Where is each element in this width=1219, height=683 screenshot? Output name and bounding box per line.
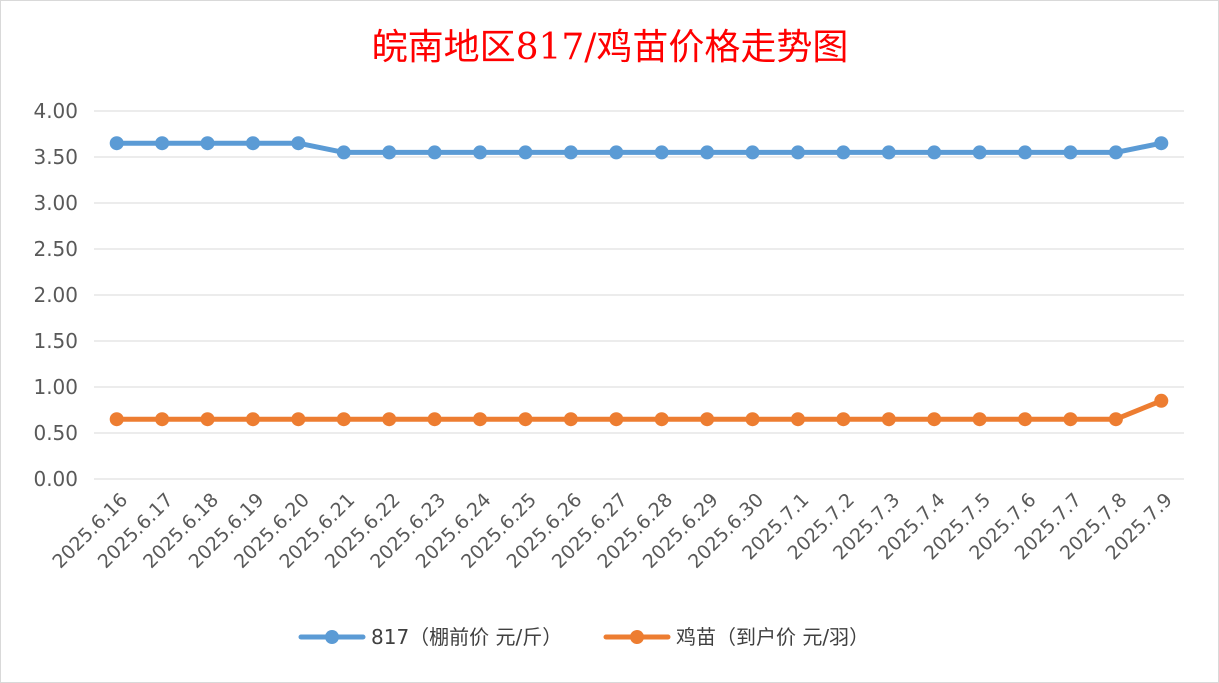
legend-marker bbox=[325, 630, 339, 644]
data-point bbox=[427, 145, 442, 160]
data-point bbox=[881, 412, 896, 427]
data-point bbox=[245, 412, 260, 427]
data-point bbox=[790, 145, 805, 160]
data-point bbox=[881, 145, 896, 160]
data-point bbox=[1154, 393, 1169, 408]
y-tick-label: 2.50 bbox=[33, 237, 78, 261]
data-point bbox=[654, 145, 669, 160]
data-point bbox=[1108, 145, 1123, 160]
data-point bbox=[609, 145, 624, 160]
data-point bbox=[972, 145, 987, 160]
y-tick-label: 1.00 bbox=[33, 375, 78, 399]
data-point bbox=[1108, 412, 1123, 427]
legend-item: 817（棚前价 元/斤） bbox=[298, 625, 562, 649]
data-point bbox=[382, 145, 397, 160]
data-point bbox=[836, 145, 851, 160]
data-point bbox=[518, 145, 533, 160]
data-point bbox=[200, 412, 215, 427]
data-point bbox=[609, 412, 624, 427]
data-point bbox=[427, 412, 442, 427]
y-tick-label: 4.00 bbox=[33, 99, 78, 123]
data-point bbox=[1018, 412, 1033, 427]
data-point bbox=[382, 412, 397, 427]
data-point bbox=[745, 145, 760, 160]
chart-title: 皖南地区817/鸡苗价格走势图 bbox=[372, 27, 849, 68]
data-point bbox=[563, 412, 578, 427]
data-point bbox=[836, 412, 851, 427]
data-point bbox=[1018, 145, 1033, 160]
data-point bbox=[1154, 136, 1169, 151]
data-point bbox=[700, 412, 715, 427]
y-tick-label: 0.00 bbox=[33, 467, 78, 491]
data-point bbox=[518, 412, 533, 427]
data-point bbox=[654, 412, 669, 427]
data-point bbox=[473, 145, 488, 160]
y-tick-label: 2.00 bbox=[33, 283, 78, 307]
legend: 817（棚前价 元/斤） 鸡苗（到户价 元/羽） bbox=[298, 625, 869, 649]
data-point bbox=[155, 412, 170, 427]
legend-label: 817（棚前价 元/斤） bbox=[371, 625, 562, 649]
data-point bbox=[200, 136, 215, 151]
gridlines bbox=[94, 110, 1184, 480]
data-point bbox=[1063, 412, 1078, 427]
y-tick-label: 0.50 bbox=[33, 421, 78, 445]
y-tick-label: 3.50 bbox=[33, 145, 78, 169]
legend-label: 鸡苗（到户价 元/羽） bbox=[676, 625, 869, 649]
data-point bbox=[790, 412, 805, 427]
data-point bbox=[336, 412, 351, 427]
legend-item: 鸡苗（到户价 元/羽） bbox=[603, 625, 869, 649]
y-tick-label: 3.00 bbox=[33, 191, 78, 215]
data-point bbox=[336, 145, 351, 160]
data-point bbox=[927, 145, 942, 160]
series-line bbox=[114, 140, 1164, 155]
legend-marker bbox=[630, 630, 644, 644]
data-point bbox=[1063, 145, 1078, 160]
data-point bbox=[291, 412, 306, 427]
data-point bbox=[291, 136, 306, 151]
y-tick-label: 1.50 bbox=[33, 329, 78, 353]
series-line bbox=[114, 398, 1164, 422]
series-1 bbox=[109, 136, 1169, 160]
y-axis-ticks: 0.00 0.50 1.00 1.50 2.00 2.50 3.00 3.50 4.00 bbox=[33, 99, 78, 491]
data-point bbox=[563, 145, 578, 160]
data-point bbox=[245, 136, 260, 151]
data-point bbox=[473, 412, 488, 427]
data-point bbox=[927, 412, 942, 427]
data-point bbox=[109, 136, 124, 151]
data-point bbox=[700, 145, 715, 160]
series-2 bbox=[109, 393, 1169, 427]
data-point bbox=[745, 412, 760, 427]
data-point bbox=[972, 412, 987, 427]
x-axis-ticks: 2025.6.162025.6.172025.6.182025.6.192025… bbox=[48, 489, 1177, 573]
series-group bbox=[109, 136, 1169, 427]
data-point bbox=[155, 136, 170, 151]
data-point bbox=[109, 412, 124, 427]
